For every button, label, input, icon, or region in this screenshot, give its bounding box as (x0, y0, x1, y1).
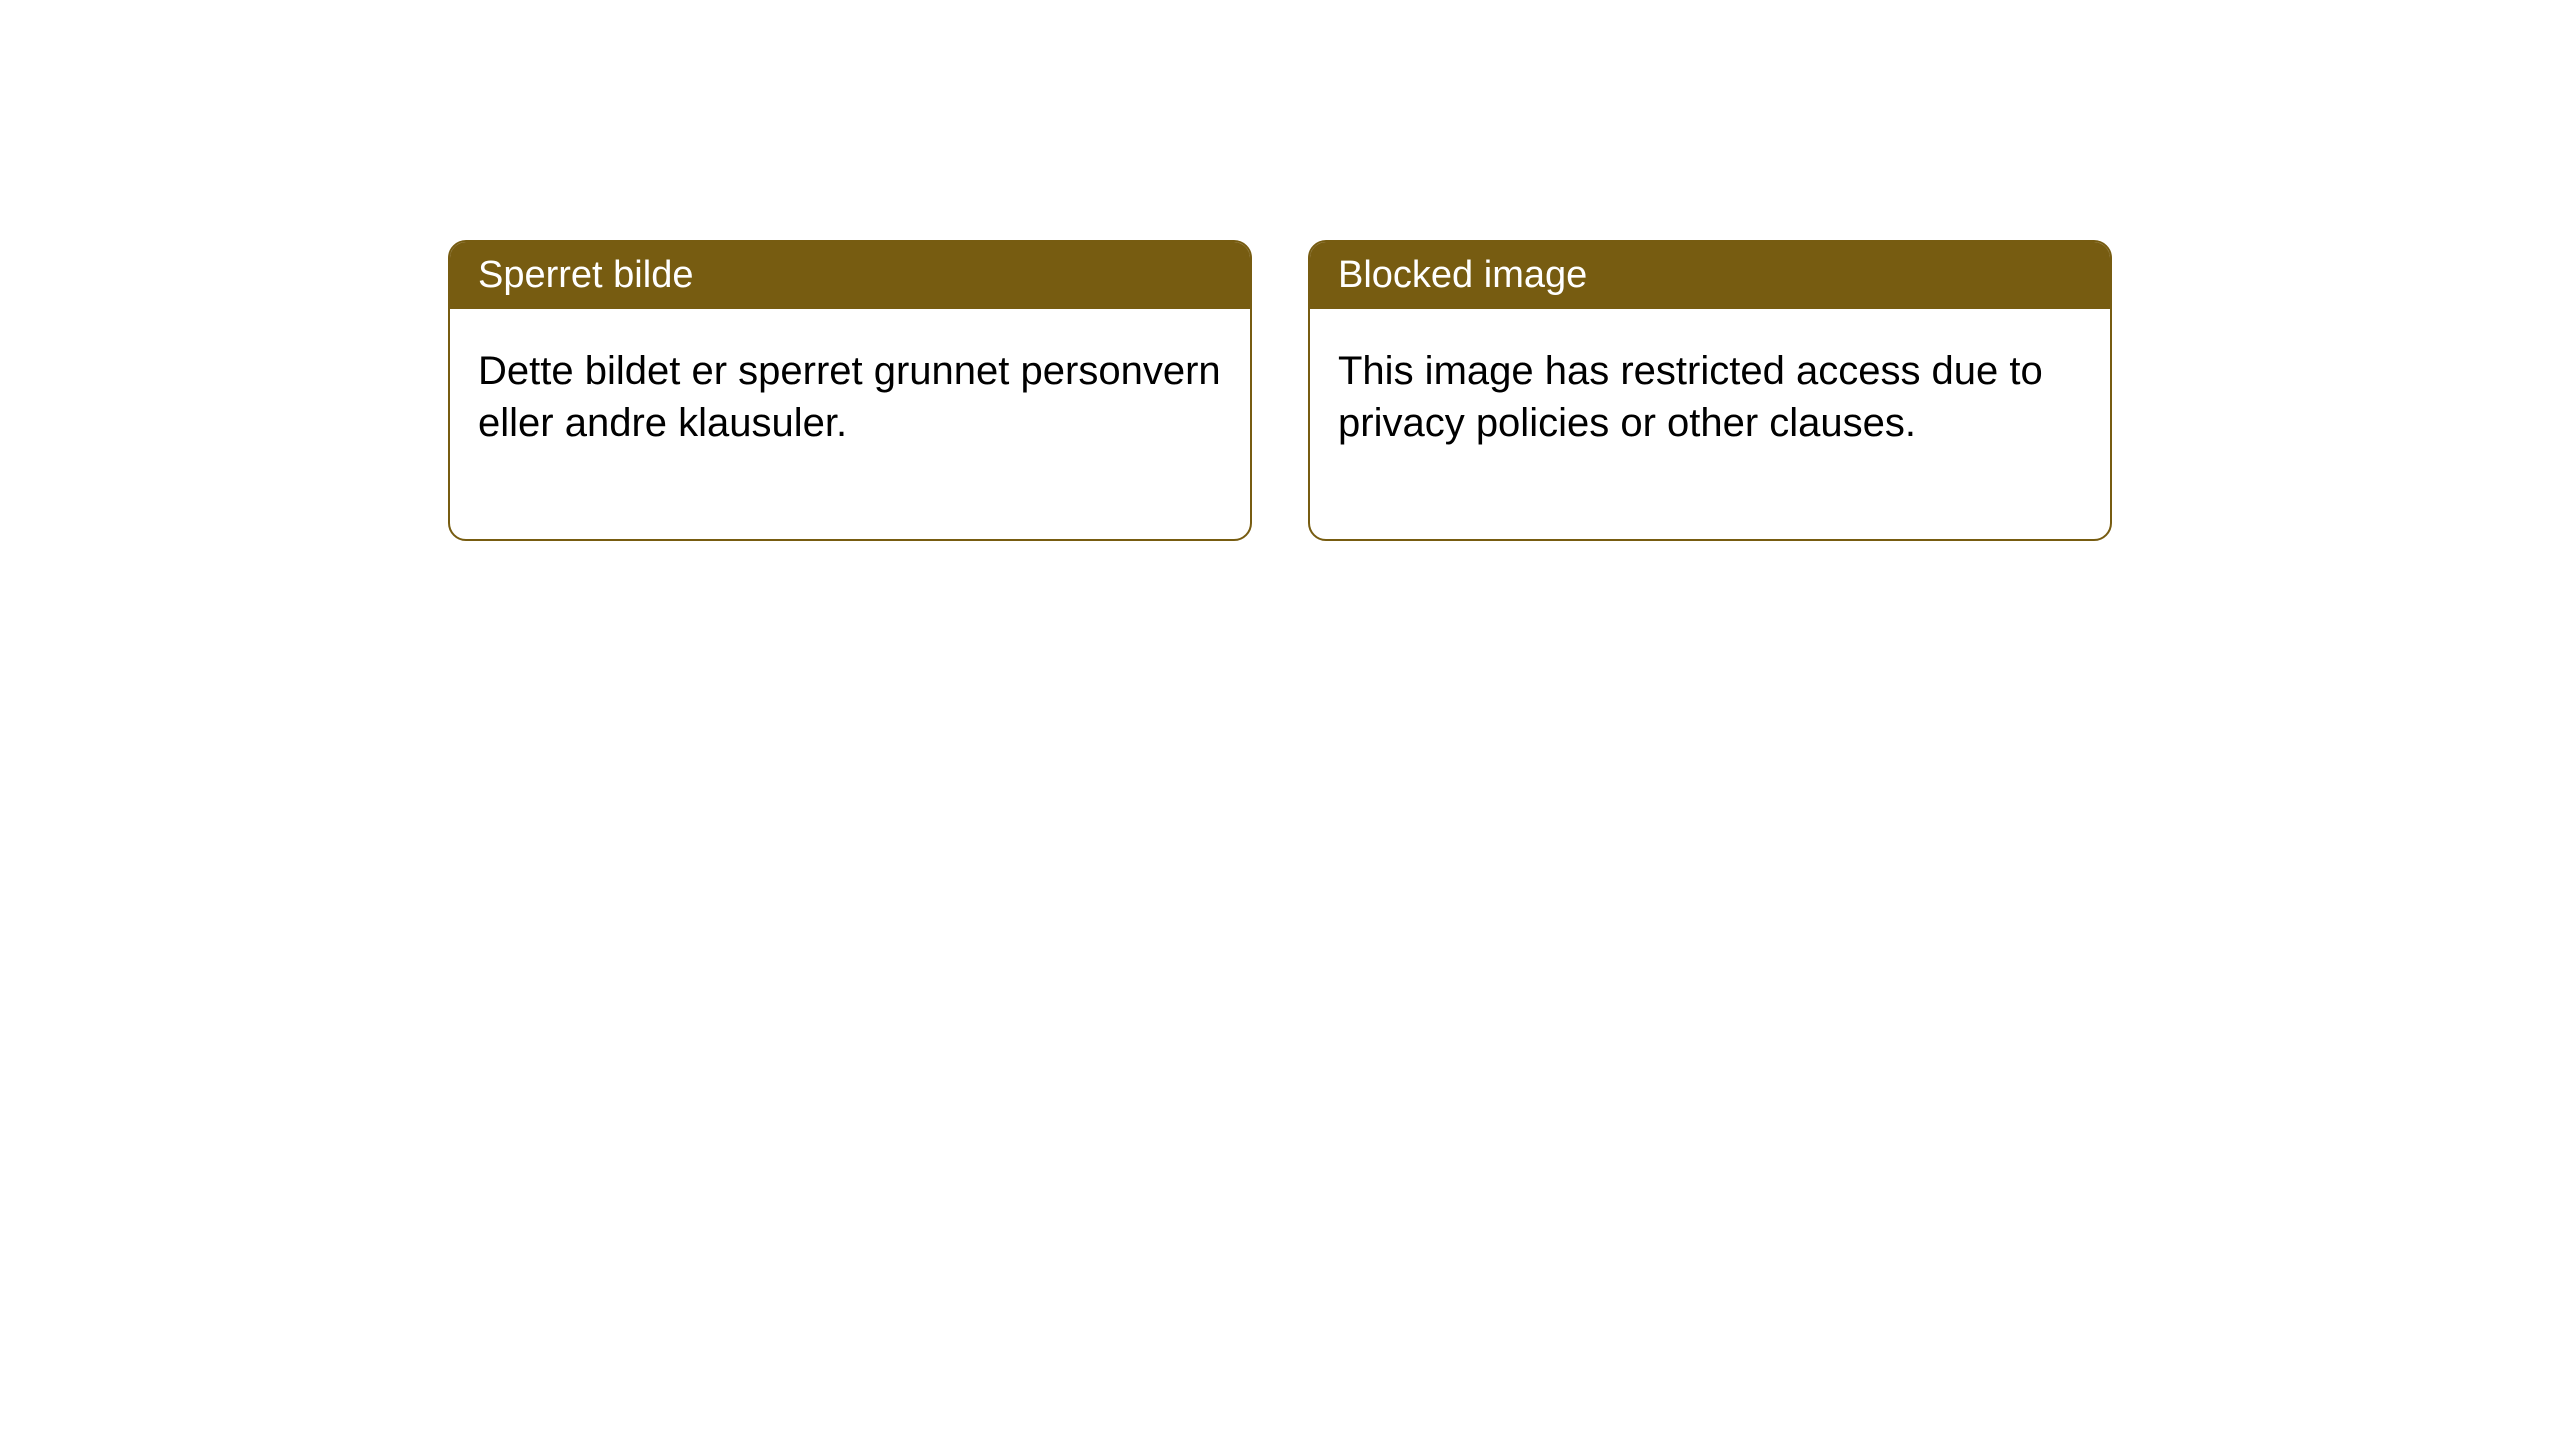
notice-cards-container: Sperret bilde Dette bildet er sperret gr… (448, 240, 2112, 541)
card-title-no: Sperret bilde (478, 254, 693, 296)
card-body-text-en: This image has restricted access due to … (1338, 349, 2043, 445)
blocked-image-card-en: Blocked image This image has restricted … (1308, 240, 2112, 541)
card-header-no: Sperret bilde (450, 242, 1250, 309)
card-title-en: Blocked image (1338, 254, 1587, 296)
blocked-image-card-no: Sperret bilde Dette bildet er sperret gr… (448, 240, 1252, 541)
card-body-text-no: Dette bildet er sperret grunnet personve… (478, 349, 1221, 445)
card-header-en: Blocked image (1310, 242, 2110, 309)
card-body-no: Dette bildet er sperret grunnet personve… (450, 309, 1250, 539)
card-body-en: This image has restricted access due to … (1310, 309, 2110, 539)
